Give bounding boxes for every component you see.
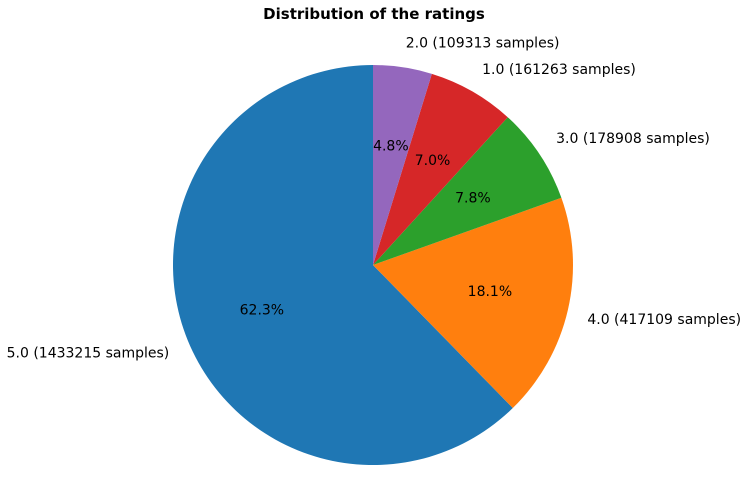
pie-slice (173, 65, 513, 465)
percent-label: 18.1% (468, 284, 512, 300)
percent-label: 7.8% (455, 191, 491, 207)
pie-slice (373, 197, 573, 409)
percent-labels: 62.3% 18.1% 7.8% 7.0% 4.8% (240, 138, 513, 318)
percent-label: 4.8% (373, 138, 409, 154)
pie-slice (373, 117, 562, 265)
pie-slice (373, 65, 432, 265)
pie-slices (173, 65, 573, 465)
category-labels: 5.0 (1433215 samples) 4.0 (417109 samples… (7, 35, 741, 361)
category-label: 2.0 (109313 samples) (406, 35, 560, 51)
percent-label: 62.3% (240, 302, 284, 318)
category-label: 4.0 (417109 samples) (587, 312, 741, 328)
pie-slice (373, 73, 508, 265)
category-label: 5.0 (1433215 samples) (7, 346, 170, 362)
percent-label: 7.0% (415, 153, 451, 169)
category-label: 1.0 (161263 samples) (482, 62, 636, 78)
category-label: 3.0 (178908 samples) (556, 131, 710, 147)
chart-title: Distribution of the ratings (263, 5, 485, 23)
